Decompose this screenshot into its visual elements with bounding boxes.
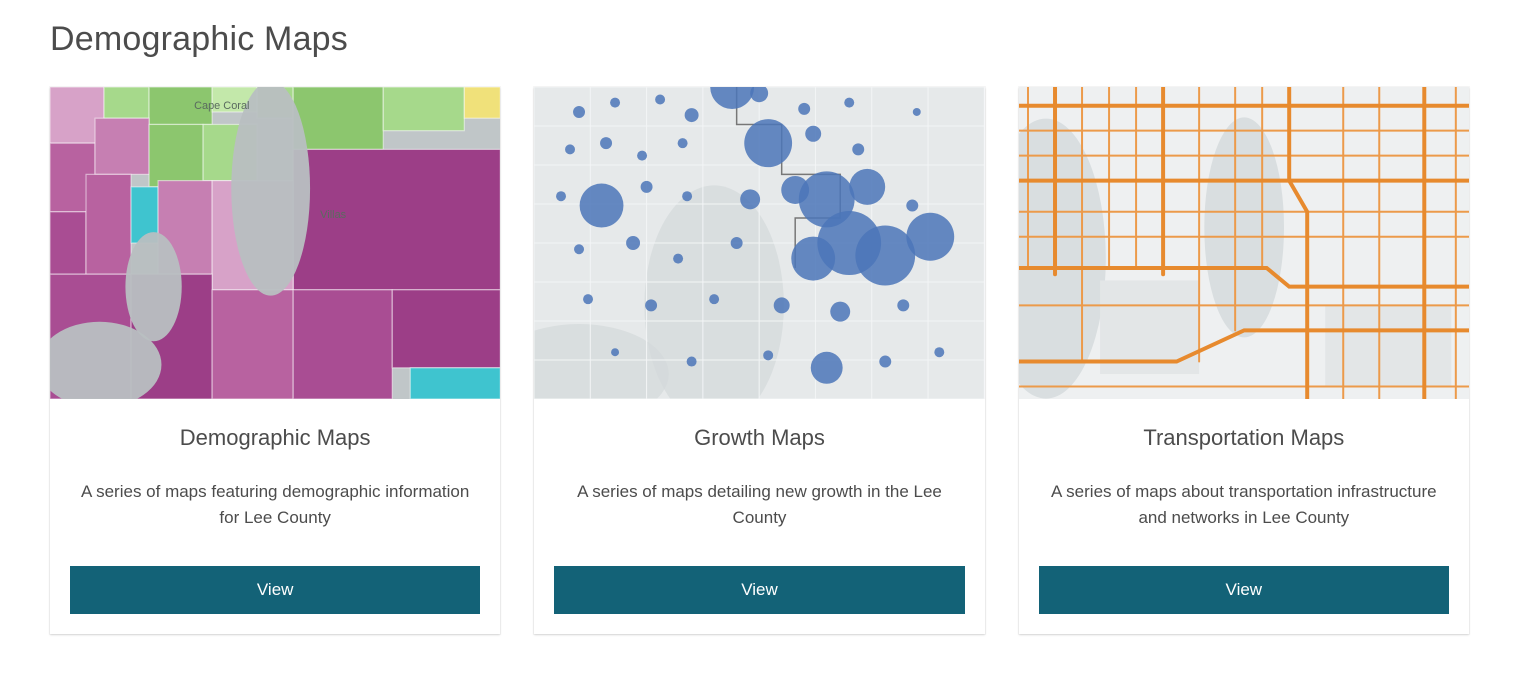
map-thumbnail: Cape Coral Villas bbox=[50, 87, 500, 399]
svg-text:Villas: Villas bbox=[320, 209, 346, 221]
card-demographic-maps: Cape Coral Villas Demographic Maps A seri… bbox=[50, 87, 500, 634]
view-button[interactable]: View bbox=[554, 566, 964, 614]
map-thumbnail bbox=[534, 87, 984, 399]
page-title: Demographic Maps bbox=[50, 20, 1469, 59]
card-transportation-maps: Transportation Maps A series of maps abo… bbox=[1019, 87, 1469, 634]
card-body: Transportation Maps A series of maps abo… bbox=[1019, 399, 1469, 634]
card-body: Growth Maps A series of maps detailing n… bbox=[534, 399, 984, 634]
view-button[interactable]: View bbox=[70, 566, 480, 614]
card-body: Demographic Maps A series of maps featur… bbox=[50, 399, 500, 634]
card-grid: Cape Coral Villas Demographic Maps A seri… bbox=[50, 87, 1469, 634]
card-title: Demographic Maps bbox=[70, 425, 480, 451]
card-description: A series of maps detailing new growth in… bbox=[554, 479, 964, 532]
card-title: Transportation Maps bbox=[1039, 425, 1449, 451]
map-thumbnail bbox=[1019, 87, 1469, 399]
card-growth-maps: Growth Maps A series of maps detailing n… bbox=[534, 87, 984, 634]
card-title: Growth Maps bbox=[554, 425, 964, 451]
view-button[interactable]: View bbox=[1039, 566, 1449, 614]
card-description: A series of maps featuring demographic i… bbox=[70, 479, 480, 532]
svg-text:Cape Coral: Cape Coral bbox=[194, 100, 249, 112]
card-description: A series of maps about transportation in… bbox=[1039, 479, 1449, 532]
